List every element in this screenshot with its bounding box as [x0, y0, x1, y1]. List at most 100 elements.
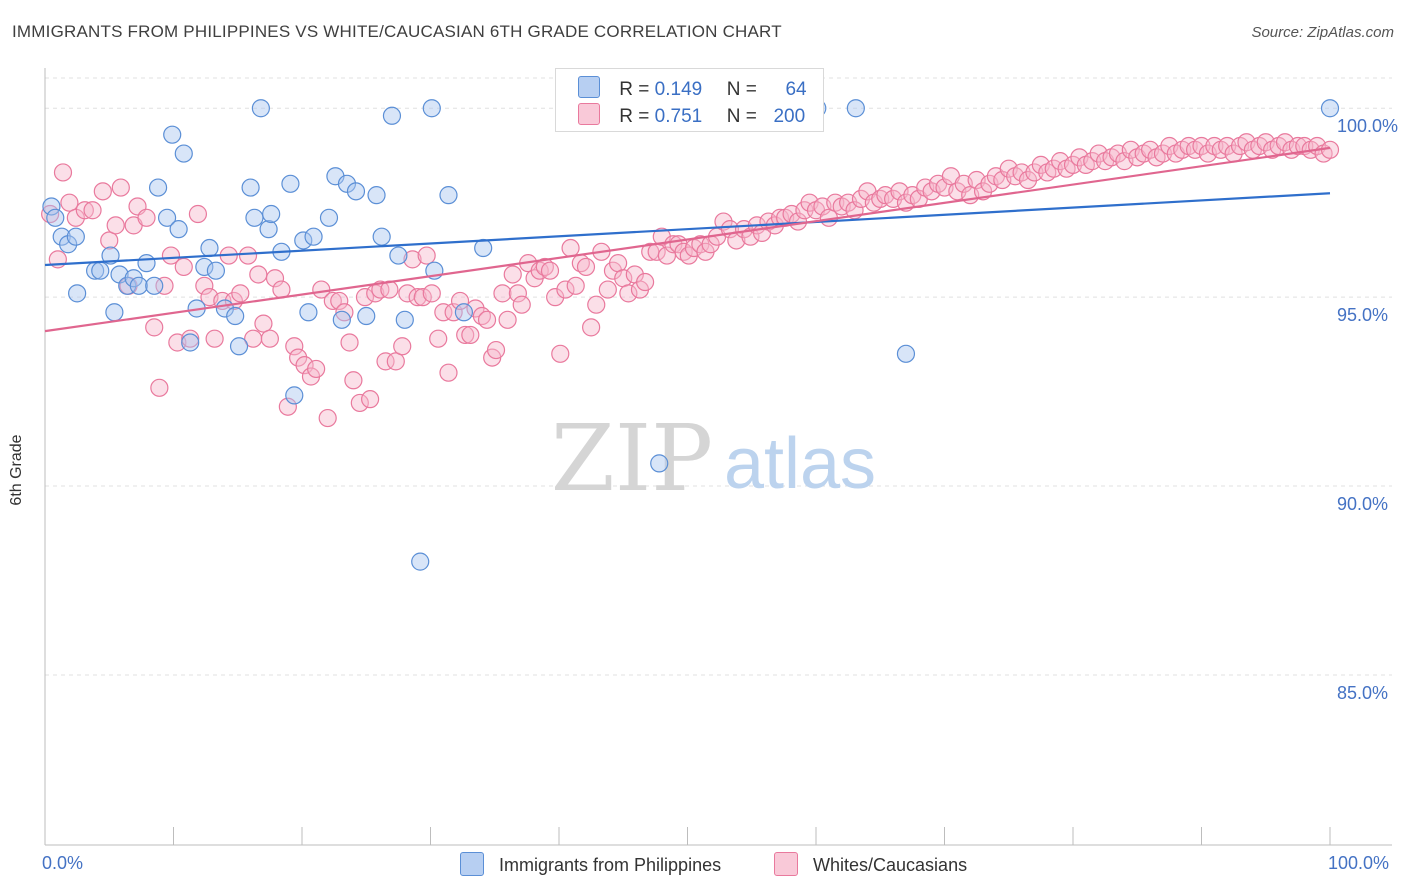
point-whites — [75, 201, 94, 220]
point-whites — [417, 246, 436, 265]
point-whites — [403, 250, 422, 269]
point-whites — [973, 182, 993, 201]
point-whites — [106, 216, 125, 235]
point-philippines — [372, 227, 391, 246]
point-philippines — [241, 178, 260, 197]
point-whites — [1018, 170, 1038, 190]
x-tick-label-max: 100.0% — [1328, 853, 1390, 873]
point-philippines — [846, 99, 865, 118]
point-philippines — [346, 182, 366, 201]
point-philippines — [304, 227, 323, 246]
point-philippines — [319, 208, 339, 227]
point-philippines — [262, 204, 281, 224]
point-whites — [1012, 163, 1031, 182]
point-whites — [53, 163, 73, 182]
point-philippines — [66, 227, 85, 246]
legend-n-value: 200 — [773, 106, 806, 127]
legend-r-label: R = — [619, 79, 650, 100]
point-whites — [582, 318, 601, 337]
point-philippines — [229, 337, 249, 356]
point-philippines — [181, 333, 200, 352]
point-whites — [609, 254, 628, 273]
legend-item-philippines[interactable]: Immigrants from Philippines — [460, 852, 721, 876]
point-whites — [556, 280, 575, 299]
legend-row-whites: R = 0.751 N = 200 — [578, 103, 805, 127]
point-philippines — [650, 454, 669, 473]
point-philippines — [46, 208, 65, 227]
point-whites — [1153, 144, 1173, 163]
point-philippines — [454, 303, 474, 322]
point-whites — [278, 397, 297, 416]
watermark-atlas: atlas — [724, 424, 876, 504]
point-whites — [1044, 159, 1063, 178]
point-whites — [1192, 136, 1211, 156]
point-whites — [161, 246, 181, 265]
point-philippines — [145, 276, 164, 295]
point-whites — [413, 288, 432, 307]
point-whites — [60, 193, 79, 212]
point-whites — [398, 284, 417, 303]
point-whites — [408, 288, 427, 307]
point-whites — [155, 276, 174, 295]
point-whites — [195, 276, 214, 295]
point-philippines — [1320, 99, 1340, 118]
point-whites — [231, 284, 250, 303]
point-philippines — [169, 220, 188, 239]
point-whites — [330, 291, 349, 311]
point-whites — [1218, 136, 1237, 156]
point-whites — [540, 261, 560, 280]
point-whites — [318, 408, 337, 428]
point-philippines — [163, 125, 182, 144]
point-whites — [295, 356, 314, 375]
y-tick-label: 95.0% — [1337, 305, 1389, 326]
legend-n-label: N = — [726, 79, 757, 100]
point-philippines — [59, 235, 78, 254]
point-philippines — [367, 186, 386, 205]
point-philippines — [157, 208, 177, 227]
point-philippines — [294, 231, 313, 250]
point-whites — [393, 337, 412, 356]
point-whites — [486, 340, 506, 360]
legend-item-whites[interactable]: Whites/Caucasians — [774, 852, 967, 876]
point-whites — [450, 291, 470, 311]
point-whites — [100, 231, 119, 250]
point-philippines — [389, 246, 408, 265]
trend-line-whites — [44, 146, 1331, 333]
legend-r-value: 0.751 — [654, 106, 703, 127]
point-philippines — [474, 238, 493, 258]
point-whites — [307, 359, 326, 379]
point-whites — [265, 269, 285, 288]
x-tick-label-min: 0.0% — [42, 853, 84, 873]
trend-line-philippines — [44, 192, 1331, 267]
point-whites — [477, 310, 497, 329]
watermark-zip: ZIP — [551, 405, 713, 512]
point-whites — [456, 325, 475, 345]
point-whites — [635, 272, 655, 292]
point-philippines — [129, 276, 148, 295]
point-philippines — [285, 386, 304, 405]
point-philippines — [195, 257, 214, 277]
point-whites — [376, 352, 395, 371]
point-philippines — [382, 106, 402, 125]
point-whites — [466, 299, 485, 318]
point-whites — [741, 227, 760, 246]
chart-title: IMMIGRANTS FROM PHILIPPINES VS WHITE/CAU… — [12, 22, 782, 41]
point-whites — [566, 276, 585, 295]
y-axis-label: 6th Grade — [8, 434, 25, 506]
trend-lines — [44, 146, 1331, 333]
point-whites — [93, 182, 112, 201]
watermark: ZIP atlas — [551, 405, 876, 512]
point-whites — [598, 280, 617, 299]
legend-row-philippines: R = 0.149 N = 64 — [578, 76, 807, 100]
point-whites — [512, 295, 531, 314]
point-philippines — [226, 306, 245, 326]
point-whites — [205, 329, 224, 348]
point-whites — [323, 291, 342, 311]
legend-swatch-blue — [460, 852, 484, 876]
axes — [44, 68, 1392, 846]
point-philippines — [52, 227, 71, 246]
point-philippines — [896, 344, 916, 363]
legend-label-whites: Whites/Caucasians — [813, 855, 968, 875]
point-whites — [150, 378, 169, 397]
